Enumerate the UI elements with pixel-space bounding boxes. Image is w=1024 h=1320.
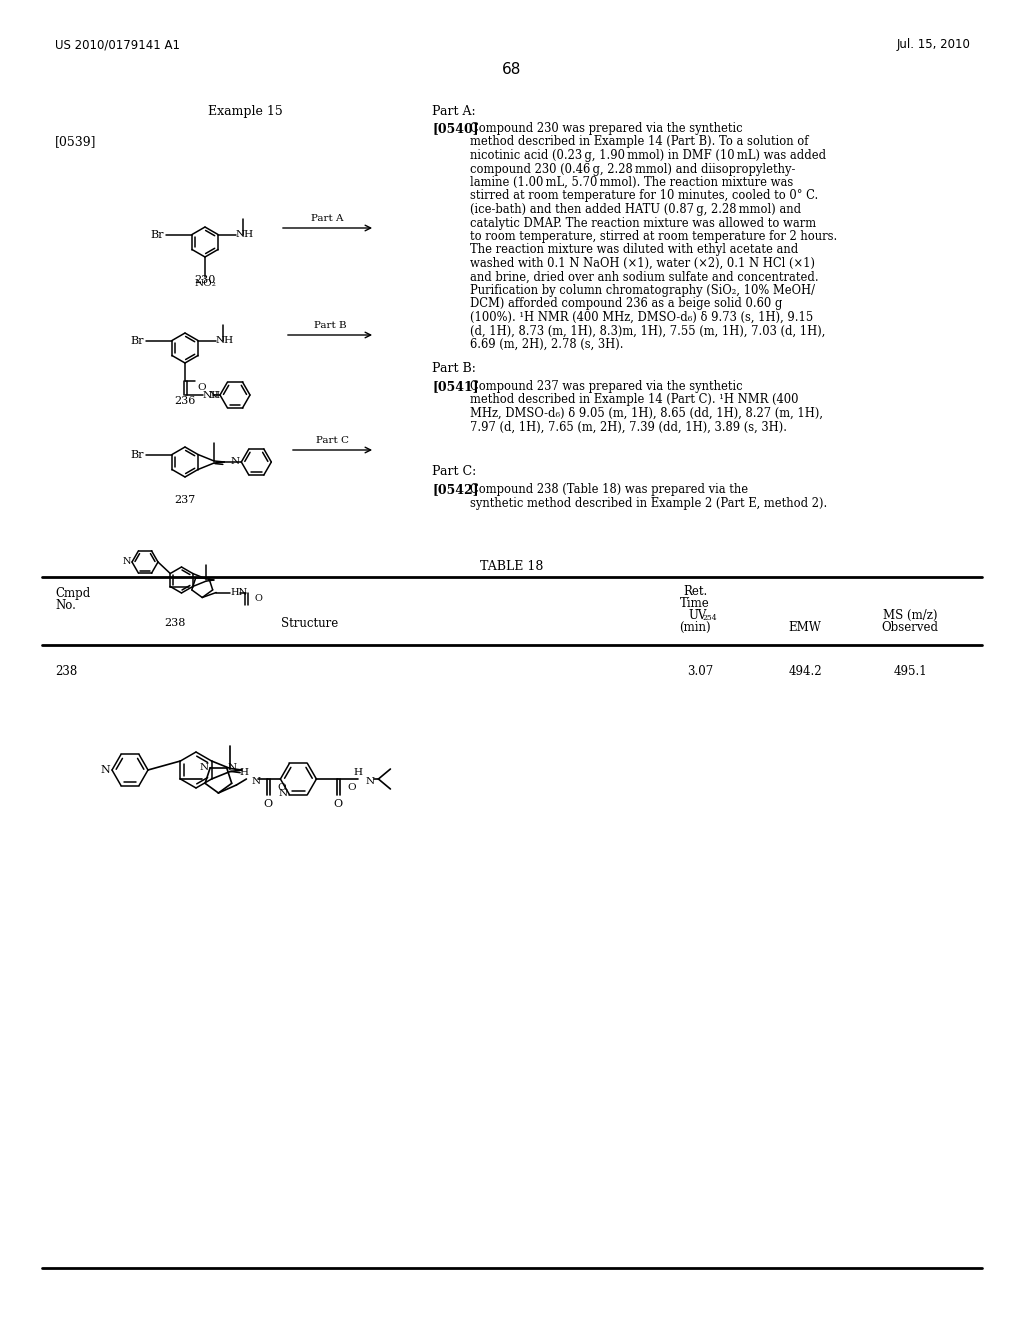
Text: nicotinic acid (0.23 g, 1.90 mmol) in DMF (10 mL) was added: nicotinic acid (0.23 g, 1.90 mmol) in DM… <box>470 149 826 162</box>
Text: Jul. 15, 2010: Jul. 15, 2010 <box>896 38 970 51</box>
Text: to room temperature, stirred at room temperature for 2 hours.: to room temperature, stirred at room tem… <box>470 230 838 243</box>
Text: EMW: EMW <box>788 620 821 634</box>
Text: NH: NH <box>236 230 254 239</box>
Text: The reaction mixture was diluted with ethyl acetate and: The reaction mixture was diluted with et… <box>470 243 799 256</box>
Text: H: H <box>354 768 362 777</box>
Text: DCM) afforded compound 236 as a beige solid 0.60 g: DCM) afforded compound 236 as a beige so… <box>470 297 782 310</box>
Text: N: N <box>279 789 288 799</box>
Text: O: O <box>197 384 206 392</box>
Text: lamine (1.00 mL, 5.70 mmol). The reaction mixture was: lamine (1.00 mL, 5.70 mmol). The reactio… <box>470 176 794 189</box>
Text: (ice-bath) and then added HATU (0.87 g, 2.28 mmol) and: (ice-bath) and then added HATU (0.87 g, … <box>470 203 801 216</box>
Text: (d, 1H), 8.73 (m, 1H), 8.3)m, 1H), 7.55 (m, 1H), 7.03 (d, 1H),: (d, 1H), 8.73 (m, 1H), 8.3)m, 1H), 7.55 … <box>470 325 825 338</box>
Text: O: O <box>278 783 286 792</box>
Text: US 2010/0179141 A1: US 2010/0179141 A1 <box>55 38 180 51</box>
Text: Part B: Part B <box>313 321 346 330</box>
Text: Cmpd: Cmpd <box>55 587 90 601</box>
Text: catalytic DMAP. The reaction mixture was allowed to warm: catalytic DMAP. The reaction mixture was… <box>470 216 816 230</box>
Text: N: N <box>227 763 237 772</box>
Text: NH: NH <box>203 391 221 400</box>
Text: Br: Br <box>130 335 144 346</box>
Text: O: O <box>347 783 356 792</box>
Text: [0542]: [0542] <box>432 483 478 496</box>
Text: O: O <box>254 594 262 603</box>
Text: Observed: Observed <box>882 620 939 634</box>
Text: O: O <box>334 799 343 809</box>
Text: Part C: Part C <box>316 436 349 445</box>
Text: MS (m/z): MS (m/z) <box>883 609 937 622</box>
Text: 494.2: 494.2 <box>788 665 822 678</box>
Text: N: N <box>199 763 208 772</box>
Text: 7.97 (d, 1H), 7.65 (m, 2H), 7.39 (dd, 1H), 3.89 (s, 3H).: 7.97 (d, 1H), 7.65 (m, 2H), 7.39 (dd, 1H… <box>470 421 787 433</box>
Text: N: N <box>366 776 375 785</box>
Text: 238: 238 <box>55 665 77 678</box>
Text: [0541]: [0541] <box>432 380 478 393</box>
Text: NH: NH <box>216 337 234 345</box>
Text: synthetic method described in Example 2 (Part E, method 2).: synthetic method described in Example 2 … <box>470 496 827 510</box>
Text: and brine, dried over anh sodium sulfate and concentrated.: and brine, dried over anh sodium sulfate… <box>470 271 818 284</box>
Text: Purification by column chromatography (SiO₂, 10% MeOH/: Purification by column chromatography (S… <box>470 284 815 297</box>
Text: Compound 238 (Table 18) was prepared via the: Compound 238 (Table 18) was prepared via… <box>470 483 749 496</box>
Text: 254: 254 <box>702 614 717 622</box>
Text: 237: 237 <box>174 495 196 506</box>
Text: N: N <box>230 458 240 466</box>
Text: Br: Br <box>130 450 144 459</box>
Text: Example 15: Example 15 <box>208 106 283 117</box>
Text: 68: 68 <box>503 62 521 77</box>
Text: Structure: Structure <box>282 616 339 630</box>
Text: UV: UV <box>688 609 707 622</box>
Text: N: N <box>100 766 110 775</box>
Text: method described in Example 14 (Part C). ¹H NMR (400: method described in Example 14 (Part C).… <box>470 393 799 407</box>
Text: Part A: Part A <box>311 214 344 223</box>
Text: Part B:: Part B: <box>432 362 476 375</box>
Text: H: H <box>240 768 249 777</box>
Text: 238: 238 <box>164 618 185 628</box>
Text: Part A:: Part A: <box>432 106 475 117</box>
Text: washed with 0.1 N NaOH (×1), water (×2), 0.1 N HCl (×1): washed with 0.1 N NaOH (×1), water (×2),… <box>470 257 815 271</box>
Text: (100%). ¹H NMR (400 MHz, DMSO-d₆) δ 9.73 (s, 1H), 9.15: (100%). ¹H NMR (400 MHz, DMSO-d₆) δ 9.73… <box>470 312 813 323</box>
Text: N: N <box>209 391 218 400</box>
Text: [0540]: [0540] <box>432 121 478 135</box>
Text: Part C:: Part C: <box>432 465 476 478</box>
Text: 6.69 (m, 2H), 2.78 (s, 3H).: 6.69 (m, 2H), 2.78 (s, 3H). <box>470 338 624 351</box>
Text: compound 230 (0.46 g, 2.28 mmol) and diisopropylethy-: compound 230 (0.46 g, 2.28 mmol) and dii… <box>470 162 796 176</box>
Text: NO₂: NO₂ <box>195 279 216 288</box>
Text: Time: Time <box>680 597 710 610</box>
Text: O: O <box>264 799 273 809</box>
Text: N: N <box>123 557 131 566</box>
Text: method described in Example 14 (Part B). To a solution of: method described in Example 14 (Part B).… <box>470 136 809 149</box>
Text: HN: HN <box>230 587 248 597</box>
Text: TABLE 18: TABLE 18 <box>480 560 544 573</box>
Text: Br: Br <box>151 230 164 239</box>
Text: Compound 230 was prepared via the synthetic: Compound 230 was prepared via the synthe… <box>470 121 742 135</box>
Text: stirred at room temperature for 10 minutes, cooled to 0° C.: stirred at room temperature for 10 minut… <box>470 190 818 202</box>
Text: Compound 237 was prepared via the synthetic: Compound 237 was prepared via the synthe… <box>470 380 742 393</box>
Text: MHz, DMSO-d₆) δ 9.05 (m, 1H), 8.65 (dd, 1H), 8.27 (m, 1H),: MHz, DMSO-d₆) δ 9.05 (m, 1H), 8.65 (dd, … <box>470 407 823 420</box>
Text: N: N <box>252 776 260 785</box>
Text: 495.1: 495.1 <box>893 665 927 678</box>
Text: (min): (min) <box>679 620 711 634</box>
Text: [0539]: [0539] <box>55 135 96 148</box>
Text: No.: No. <box>55 599 76 612</box>
Text: 236: 236 <box>174 396 196 407</box>
Text: 230: 230 <box>195 275 216 285</box>
Text: 3.07: 3.07 <box>687 665 713 678</box>
Text: Ret.: Ret. <box>683 585 708 598</box>
